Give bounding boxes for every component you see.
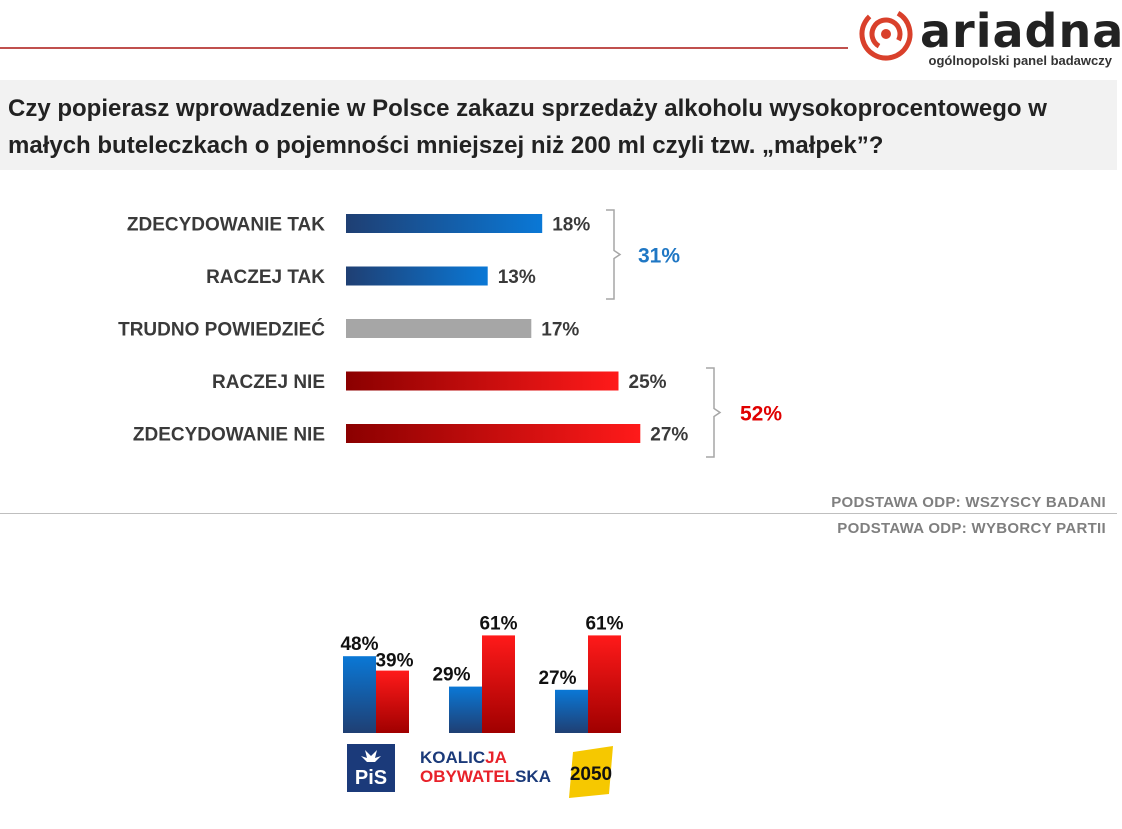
main-bar-chart: ZDECYDOWANIE TAK 18% RACZEJ TAK 13% TRUDNO P… [118,209,782,458]
category-label: RACZEJ NIE [212,372,325,393]
category-label: ZDECYDOWANIE TAK [127,215,325,236]
group-bracket [706,367,722,458]
party-bar [449,686,482,733]
bar-value-label: 13% [498,267,536,288]
bar-value-label: 17% [541,320,579,341]
category-label: TRUDNO POWIEDZIEĆ [118,319,325,341]
party-bar [482,635,515,733]
brand-tagline: ogólnopolski panel badawczy [928,53,1112,68]
party-bar-value-label: 48% [340,634,378,655]
group-total-label: 52% [740,403,782,426]
question-box: Czy popierasz wprowadzenie w Polsce zaka… [0,80,1117,170]
header-rule [0,47,848,49]
bar [346,319,532,338]
brand-name: ariadna [920,4,1122,58]
pis-text: PiS [355,767,387,789]
polska-2050-logo: 2050 [565,744,617,800]
party-bar [555,689,588,733]
party-bar [588,635,621,733]
party-bar-value-label: 27% [538,668,576,689]
ko-text-1b: JA [485,748,507,767]
ariadna-logo: ariadna ogólnopolski panel badawczy [858,4,1122,72]
basis-party-voters: PODSTAWA ODP: WYBORCY PARTII [837,520,1106,537]
party-bar-value-label: 39% [375,651,413,672]
ariadna-logo-mark [859,7,913,61]
bar [346,371,619,391]
bar-value-label: 25% [629,372,667,393]
polska-2050-icon: 2050 [569,746,613,798]
party-bar-value-label: 29% [432,665,470,686]
ko-text-2b: SKA [515,767,551,786]
party-bar [343,656,376,733]
bar [346,266,488,286]
party-bar-chart: 48%39% 29% 61% 27% 61% [340,613,624,733]
party-bar [376,670,409,733]
pis-logo: PiS [347,744,395,792]
section-divider [0,513,1117,514]
group-total-label: 31% [638,245,680,268]
party-bar-value-label: 61% [585,613,623,634]
bar-value-label: 18% [552,215,590,236]
ko-text-2a: OBYWATEL [420,767,516,786]
party-bar-value-label: 61% [479,613,517,634]
category-label: RACZEJ TAK [206,267,325,288]
p2050-text: 2050 [570,764,612,785]
basis-all-respondents: PODSTAWA ODP: WSZYSCY BADANI [831,494,1106,511]
question-title: Czy popierasz wprowadzenie w Polsce zaka… [8,95,1047,159]
bar-value-label: 27% [650,425,688,446]
pis-eagle-icon: PiS [347,744,395,792]
ko-text-1a: KOALIC [420,748,486,767]
category-label: ZDECYDOWANIE NIE [133,425,325,446]
bar [346,214,543,233]
bar [346,424,641,443]
ko-logo: KOALICJA OBYWATELSKA [420,748,555,790]
group-bracket [606,209,622,300]
